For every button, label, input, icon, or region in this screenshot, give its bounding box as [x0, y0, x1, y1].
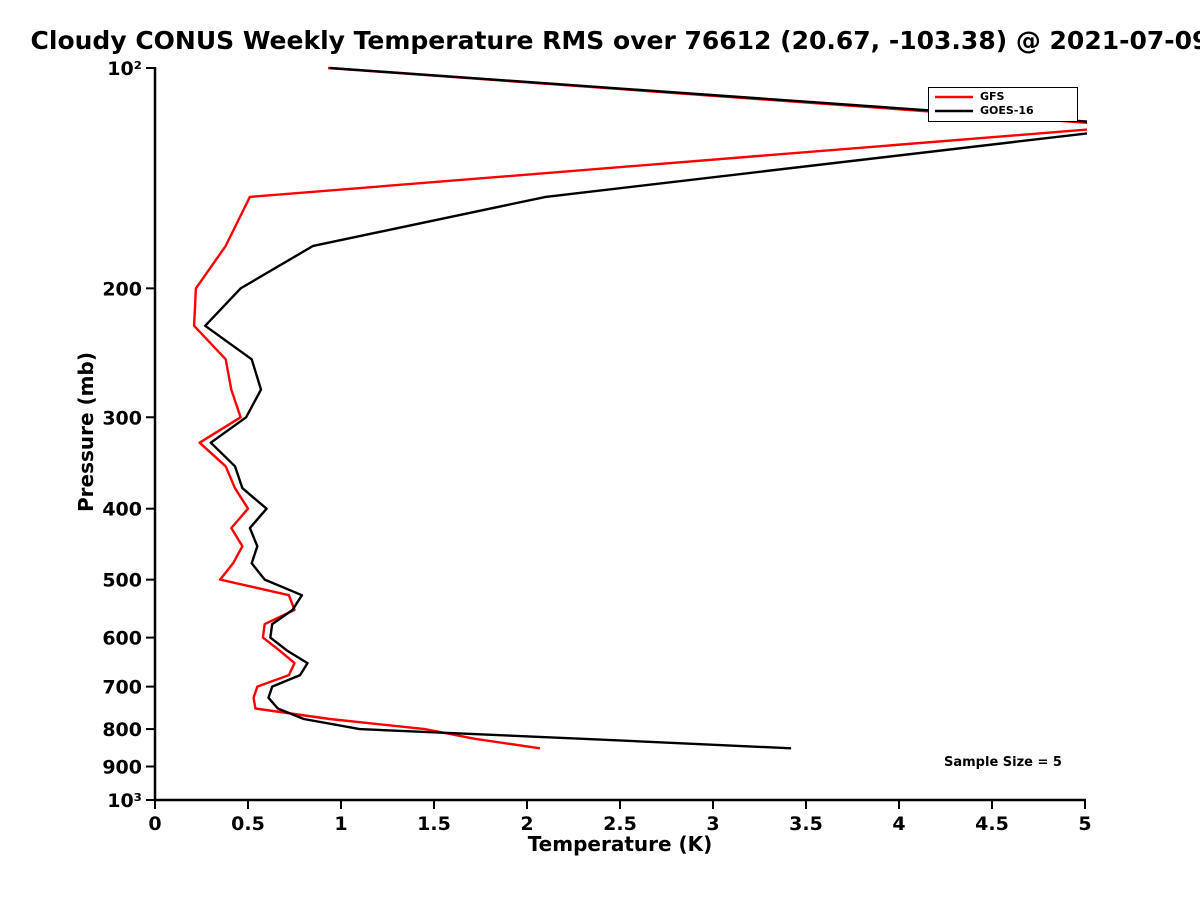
chart-title: Cloudy CONUS Weekly Temperature RMS over… — [30, 26, 1200, 55]
x-tick-label: 4 — [892, 813, 905, 835]
legend-line-sample-gfs — [935, 95, 973, 99]
x-tick-label: 4.5 — [975, 813, 1009, 835]
y-tick-label: 500 — [102, 570, 142, 592]
sample-size-annotation: Sample Size = 5 — [944, 755, 1062, 770]
legend-item-goes-16: GOES-16 — [935, 105, 1071, 117]
legend-label-goes-16: GOES-16 — [980, 104, 1034, 117]
y-tick-label: 200 — [102, 278, 142, 300]
legend-label-gfs: GFS — [980, 90, 1005, 103]
x-tick-label: 2 — [520, 813, 533, 835]
x-tick-label: 0 — [148, 813, 161, 835]
y-tick-label: 10³ — [107, 790, 142, 812]
x-tick-label: 0.5 — [231, 813, 265, 835]
x-tick-label: 5 — [1078, 813, 1091, 835]
legend-item-gfs: GFS — [935, 91, 1071, 103]
y-tick-label: 300 — [102, 407, 142, 429]
y-tick-label: 700 — [102, 677, 142, 699]
x-tick-label: 3 — [706, 813, 719, 835]
y-tick-label: 400 — [102, 499, 142, 521]
legend: GFS GOES-16 — [928, 87, 1078, 122]
series-line-goes-16 — [203, 66, 1087, 750]
series-group — [192, 66, 1087, 750]
x-tick-label: 1 — [334, 813, 347, 835]
series-line-gfs — [192, 66, 1087, 750]
x-axis-title: Temperature (K) — [527, 832, 713, 856]
x-tick-label: 3.5 — [789, 813, 823, 835]
y-tick-label: 600 — [102, 628, 142, 650]
y-axis-title: Pressure (mb) — [74, 352, 98, 512]
x-tick-label: 1.5 — [417, 813, 451, 835]
y-tick-label: 10² — [107, 58, 142, 80]
x-tick-label: 2.5 — [603, 813, 637, 835]
legend-line-sample-goes-16 — [935, 109, 973, 113]
y-tick-label: 800 — [102, 719, 142, 741]
y-tick-label: 900 — [102, 757, 142, 779]
